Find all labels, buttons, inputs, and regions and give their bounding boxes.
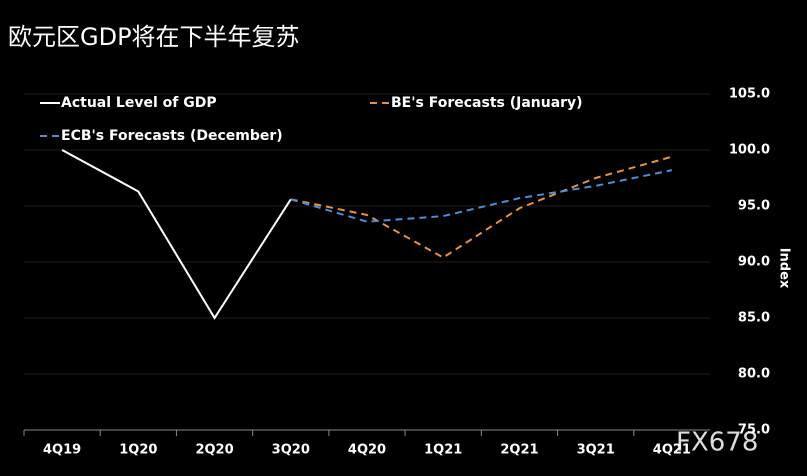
y-axis-label: Index [777, 248, 792, 289]
chart-title: 欧元区GDP将在下半年复苏 [8, 23, 300, 51]
x-tick-label: 4Q19 [43, 443, 81, 458]
x-tick-label: 4Q20 [348, 443, 386, 458]
y-tick-label: 80.0 [738, 367, 770, 382]
x-tick-label: 2Q21 [500, 443, 538, 458]
y-tick-label: 75.0 [738, 423, 770, 438]
series-line [290, 169, 673, 223]
y-tick-label: 105.0 [729, 87, 770, 102]
x-tick-label: 1Q20 [119, 443, 157, 458]
legend-label: ECB's Forecasts (December) [61, 128, 283, 144]
y-tick-label: 95.0 [738, 199, 770, 214]
x-tick-label: 3Q21 [577, 443, 615, 458]
y-tick-label: 100.0 [729, 143, 770, 158]
x-tick-label: 1Q21 [424, 443, 462, 458]
series-line [290, 155, 673, 259]
x-tick-label: 2Q20 [195, 443, 233, 458]
x-tick-label: 4Q21 [653, 443, 691, 458]
legend-label: BE's Forecasts (January) [391, 95, 583, 111]
x-tick-label: 3Q20 [272, 443, 310, 458]
y-tick-label: 90.0 [738, 255, 770, 270]
watermark: FX678 [676, 428, 758, 458]
legend-label: Actual Level of GDP [61, 95, 217, 111]
series-line [61, 149, 292, 320]
y-tick-label: 85.0 [738, 311, 770, 326]
